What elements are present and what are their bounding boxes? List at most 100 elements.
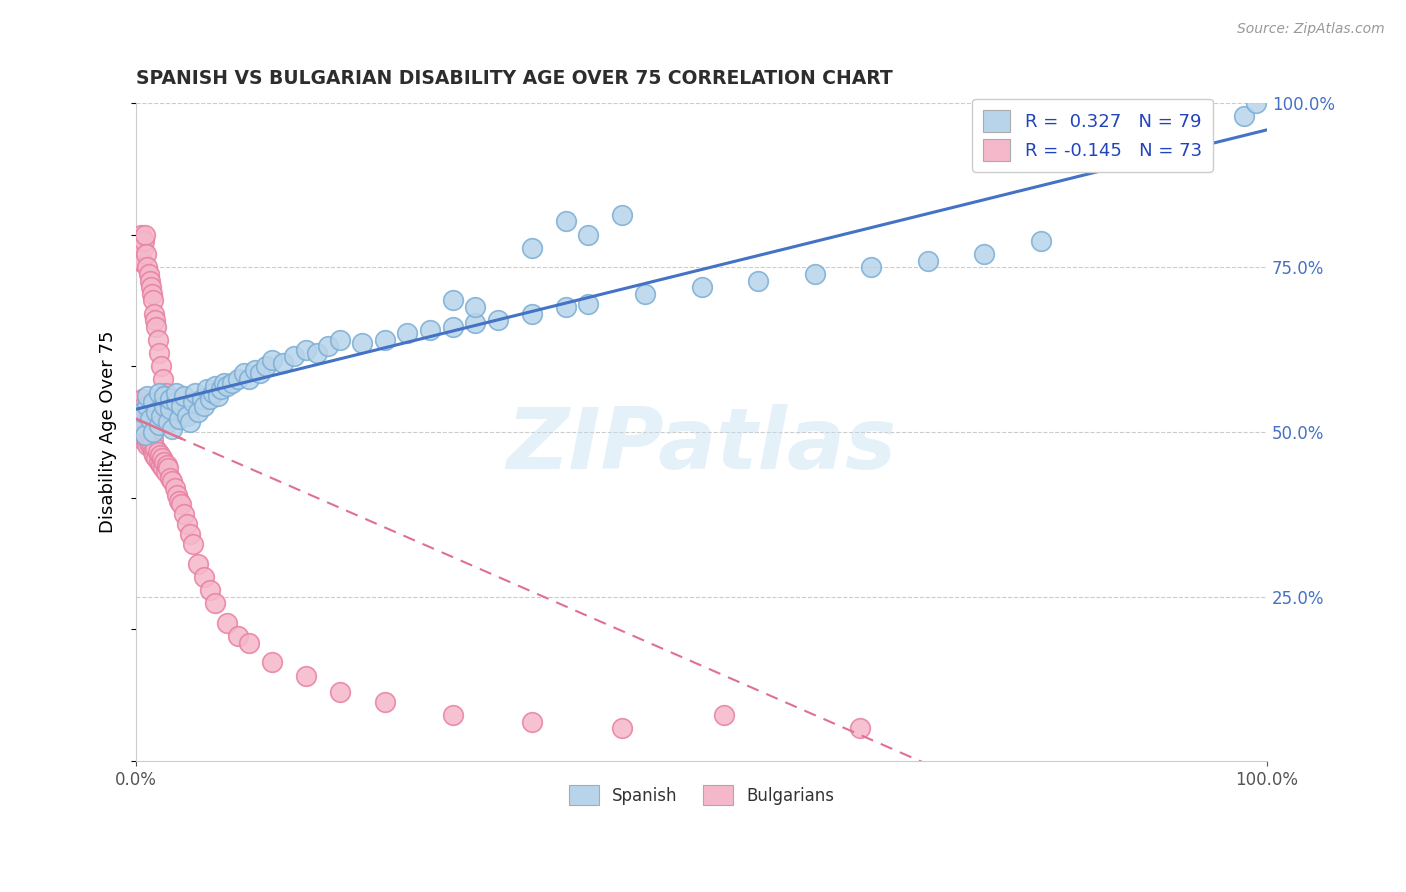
Point xyxy=(190,392,212,406)
Point xyxy=(143,448,166,462)
Point xyxy=(127,412,149,426)
Point xyxy=(156,458,179,472)
Point xyxy=(129,227,152,242)
Point xyxy=(329,685,352,699)
Point xyxy=(860,260,883,275)
Point xyxy=(464,300,486,314)
Point xyxy=(226,629,249,643)
Point xyxy=(150,409,173,423)
Point xyxy=(176,409,198,423)
Point xyxy=(486,313,509,327)
Point xyxy=(215,615,238,630)
Point xyxy=(138,438,160,452)
Point xyxy=(136,389,159,403)
Point xyxy=(136,425,159,439)
Point xyxy=(195,382,218,396)
Point xyxy=(232,366,254,380)
Point xyxy=(1143,148,1166,162)
Point xyxy=(612,208,634,222)
Point xyxy=(179,415,201,429)
Point xyxy=(132,415,155,429)
Point xyxy=(156,461,179,475)
Point xyxy=(135,415,157,429)
Point xyxy=(520,714,543,729)
Point xyxy=(132,412,155,426)
Point xyxy=(170,497,193,511)
Point xyxy=(184,385,207,400)
Point xyxy=(221,376,243,390)
Point xyxy=(554,300,576,314)
Point xyxy=(198,392,221,406)
Point xyxy=(165,395,187,409)
Point xyxy=(441,708,464,723)
Point xyxy=(143,442,166,456)
Point xyxy=(803,267,825,281)
Point xyxy=(143,313,166,327)
Point xyxy=(329,333,352,347)
Point xyxy=(148,418,170,433)
Point xyxy=(128,425,150,439)
Point xyxy=(520,307,543,321)
Point xyxy=(131,405,153,419)
Point xyxy=(973,247,995,261)
Point xyxy=(153,455,176,469)
Point xyxy=(128,254,150,268)
Point xyxy=(226,372,249,386)
Point xyxy=(1244,95,1267,110)
Point xyxy=(153,399,176,413)
Point xyxy=(849,721,872,735)
Point xyxy=(1233,109,1256,123)
Point xyxy=(141,438,163,452)
Point xyxy=(634,286,657,301)
Point xyxy=(135,428,157,442)
Point xyxy=(138,412,160,426)
Point xyxy=(917,254,939,268)
Point xyxy=(128,412,150,426)
Point xyxy=(134,227,156,242)
Point xyxy=(170,399,193,413)
Point xyxy=(283,349,305,363)
Point xyxy=(134,418,156,433)
Point xyxy=(159,402,181,417)
Point xyxy=(198,582,221,597)
Point xyxy=(305,346,328,360)
Point xyxy=(318,339,340,353)
Point xyxy=(209,382,232,396)
Point xyxy=(374,695,396,709)
Point xyxy=(163,481,186,495)
Point xyxy=(207,389,229,403)
Point xyxy=(260,352,283,367)
Point xyxy=(441,319,464,334)
Point xyxy=(132,399,155,413)
Point xyxy=(181,537,204,551)
Point xyxy=(139,415,162,429)
Point xyxy=(132,234,155,248)
Point xyxy=(181,395,204,409)
Point xyxy=(166,487,188,501)
Point xyxy=(127,425,149,439)
Point xyxy=(690,280,713,294)
Point xyxy=(145,451,167,466)
Point xyxy=(146,333,169,347)
Point xyxy=(155,465,177,479)
Point xyxy=(136,438,159,452)
Point xyxy=(193,399,215,413)
Point xyxy=(131,254,153,268)
Point xyxy=(173,389,195,403)
Point xyxy=(131,418,153,433)
Point xyxy=(141,286,163,301)
Point xyxy=(142,293,165,308)
Point xyxy=(162,475,184,489)
Point xyxy=(179,527,201,541)
Point xyxy=(136,399,159,413)
Point xyxy=(352,336,374,351)
Point xyxy=(173,508,195,522)
Point xyxy=(135,247,157,261)
Point xyxy=(129,418,152,433)
Point xyxy=(142,432,165,446)
Point xyxy=(152,372,174,386)
Point xyxy=(131,418,153,433)
Point xyxy=(146,444,169,458)
Point xyxy=(148,455,170,469)
Point xyxy=(150,458,173,472)
